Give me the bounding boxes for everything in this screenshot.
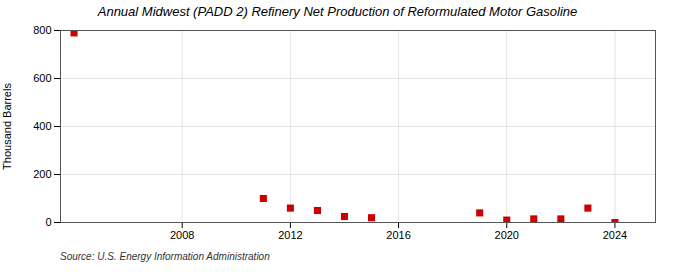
svg-text:2024: 2024 bbox=[603, 229, 627, 241]
svg-text:600: 600 bbox=[33, 72, 51, 84]
html-text:Annual Midwest (PADD 2) Refine: Annual Midwest (PADD 2) Refinery Net Pro… bbox=[97, 4, 578, 19]
html-text:Source: U.S. Energy Informatio: Source: U.S. Energy Information Administ… bbox=[60, 251, 270, 262]
svg-text:0: 0 bbox=[45, 216, 51, 228]
svg-text:Thousand Barrels: Thousand Barrels bbox=[1, 83, 13, 170]
svg-text:200: 200 bbox=[33, 168, 51, 180]
svg-text:2016: 2016 bbox=[386, 229, 410, 241]
svg-text:2020: 2020 bbox=[495, 229, 519, 241]
svg-text:400: 400 bbox=[33, 120, 51, 132]
svg-text:800: 800 bbox=[33, 24, 51, 36]
svg-text:2012: 2012 bbox=[278, 229, 302, 241]
svg-text:2008: 2008 bbox=[170, 229, 194, 241]
